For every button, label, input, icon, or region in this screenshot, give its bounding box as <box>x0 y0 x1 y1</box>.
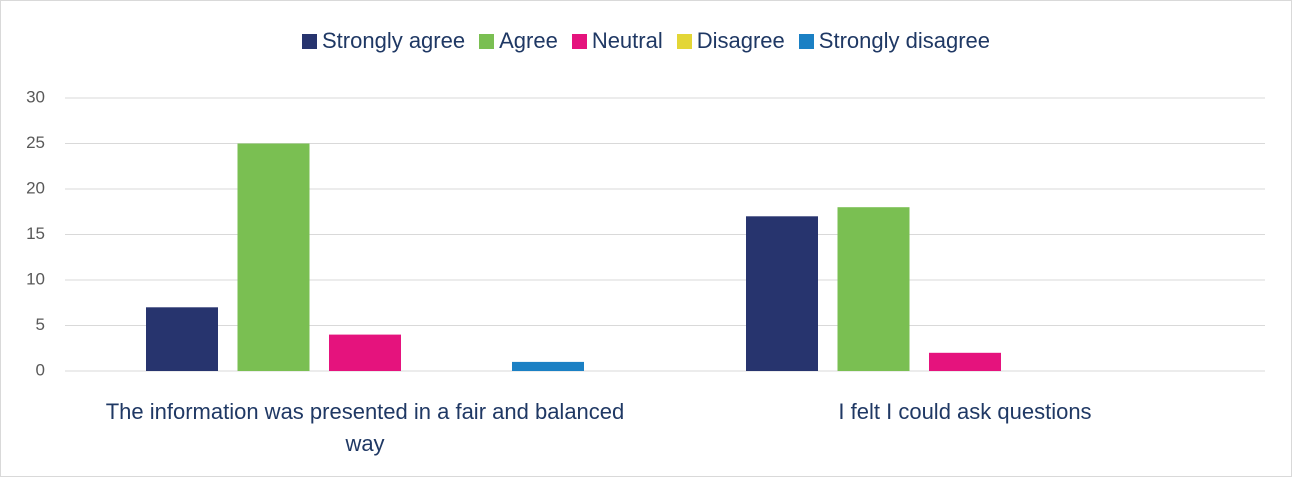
legend-swatch <box>676 33 692 49</box>
bar <box>237 143 310 371</box>
bar <box>512 361 584 371</box>
legend-swatch <box>798 33 814 49</box>
legend-label: Strongly disagree <box>818 28 990 53</box>
x-tick-label: I felt I could ask questions <box>838 399 1092 424</box>
y-tick-label: 30 <box>26 87 45 106</box>
legend-swatch <box>571 33 587 49</box>
y-tick-label: 15 <box>26 224 45 243</box>
legend-item: Disagree <box>676 28 785 54</box>
bar <box>929 352 1001 371</box>
bar <box>837 207 910 371</box>
legend-item: Agree <box>479 28 558 54</box>
bar <box>329 334 401 371</box>
legend-item: Strongly agree <box>302 28 465 54</box>
x-tick-label: The information was presented in a fair … <box>105 399 625 456</box>
bar <box>146 307 218 371</box>
legend-swatch <box>302 33 317 49</box>
legend-label: Neutral <box>591 28 663 53</box>
y-tick-label: 10 <box>26 269 45 288</box>
y-tick-label: 25 <box>26 133 45 152</box>
legend-label: Disagree <box>696 28 785 53</box>
bar <box>746 216 818 371</box>
legend: Strongly agree Agree Neutral Disagree Strong… <box>0 28 1292 54</box>
y-tick-label: 20 <box>26 178 45 197</box>
legend-item: Strongly disagree <box>798 28 990 54</box>
y-tick-label: 5 <box>36 315 45 334</box>
legend-item: Neutral <box>571 28 663 54</box>
legend-label: Agree <box>499 28 558 53</box>
legend-swatch <box>479 33 495 49</box>
legend-label: Strongly agree <box>322 28 466 53</box>
y-tick-label: 0 <box>36 360 45 379</box>
